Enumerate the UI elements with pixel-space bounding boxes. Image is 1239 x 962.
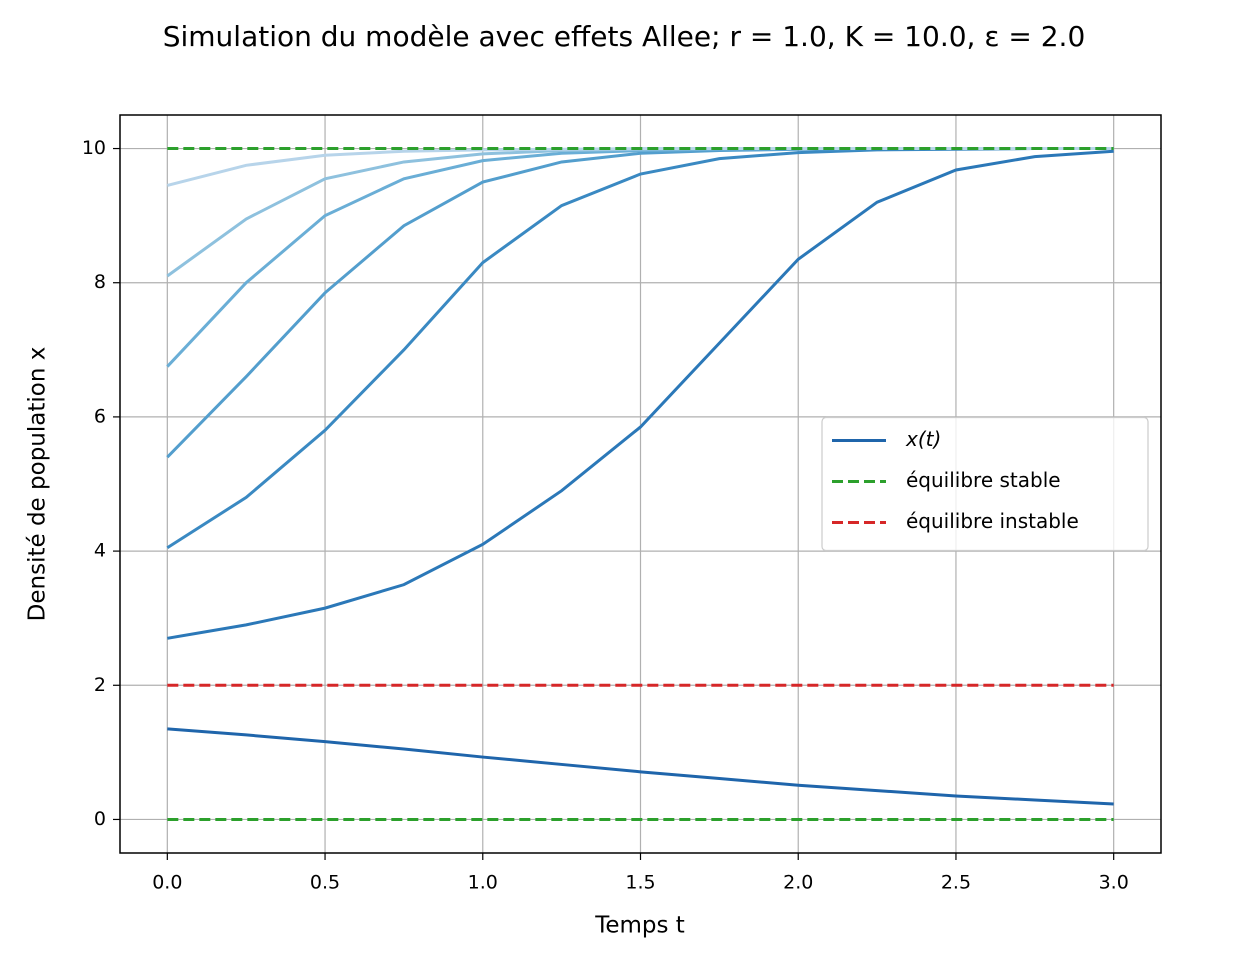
x-tick-label: 0.0 xyxy=(152,872,182,894)
data-line xyxy=(167,149,1114,640)
chart-title: Simulation du modèle avec effets Allee; … xyxy=(163,20,1086,53)
y-tick-label: 6 xyxy=(94,405,106,427)
x-tick-label: 3.0 xyxy=(1099,872,1129,894)
legend-box xyxy=(821,416,1149,552)
y-tick-label: 4 xyxy=(94,540,106,562)
legend: x(t) équilibre stable équilibre instable xyxy=(821,416,1149,552)
y-axis-label: Densité de population x xyxy=(25,347,51,622)
data-line xyxy=(167,727,1114,806)
y-tick-label: 8 xyxy=(94,271,106,293)
x-tick-label: 0.5 xyxy=(310,872,340,894)
y-tick-label: 10 xyxy=(82,137,106,159)
legend-label: équilibre stable xyxy=(906,468,1061,492)
x-tick-label: 2.5 xyxy=(941,872,971,894)
y-tick-label: 2 xyxy=(94,674,106,696)
legend-label: x(t) xyxy=(905,427,941,451)
x-axis-label: Temps t xyxy=(594,913,685,939)
y-tick-label: 0 xyxy=(94,808,106,830)
legend-label: équilibre instable xyxy=(906,509,1079,533)
x-tick-label: 1.0 xyxy=(468,872,498,894)
x-tick-label: 1.5 xyxy=(625,872,655,894)
x-tick-label: 2.0 xyxy=(783,872,813,894)
plot-frame xyxy=(119,114,1162,854)
